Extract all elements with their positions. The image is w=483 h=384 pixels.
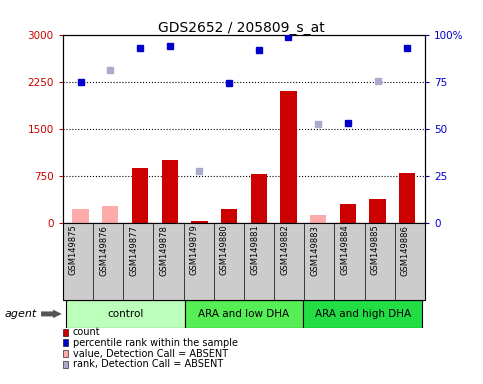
- Text: percentile rank within the sample: percentile rank within the sample: [73, 338, 238, 348]
- Bar: [251, 174, 267, 223]
- Bar: [221, 209, 237, 223]
- Text: GSM149875: GSM149875: [69, 225, 78, 275]
- Bar: [191, 221, 208, 223]
- Text: value, Detection Call = ABSENT: value, Detection Call = ABSENT: [73, 349, 228, 359]
- Bar: [340, 204, 356, 223]
- Text: agent: agent: [5, 309, 37, 319]
- Bar: [280, 91, 297, 223]
- Text: GSM149881: GSM149881: [250, 225, 259, 275]
- Text: control: control: [107, 309, 143, 319]
- Bar: [102, 206, 118, 223]
- Text: GDS2652 / 205809_s_at: GDS2652 / 205809_s_at: [158, 21, 325, 35]
- Text: count: count: [73, 327, 100, 337]
- Text: ARA and low DHA: ARA and low DHA: [199, 309, 289, 319]
- Text: GSM149878: GSM149878: [159, 225, 169, 275]
- Text: GSM149883: GSM149883: [311, 225, 319, 275]
- Text: rank, Detection Call = ABSENT: rank, Detection Call = ABSENT: [73, 359, 223, 369]
- Text: GSM149876: GSM149876: [99, 225, 108, 275]
- Bar: [310, 215, 327, 223]
- Bar: [161, 160, 178, 223]
- Bar: [66, 300, 185, 328]
- Text: GSM149886: GSM149886: [401, 225, 410, 275]
- Bar: [185, 300, 303, 328]
- Text: GSM149877: GSM149877: [129, 225, 138, 275]
- Text: GSM149882: GSM149882: [280, 225, 289, 275]
- Text: GSM149885: GSM149885: [371, 225, 380, 275]
- Text: ARA and high DHA: ARA and high DHA: [314, 309, 411, 319]
- Bar: [303, 300, 422, 328]
- Text: GSM149884: GSM149884: [341, 225, 350, 275]
- Text: GSM149879: GSM149879: [190, 225, 199, 275]
- Text: GSM149880: GSM149880: [220, 225, 229, 275]
- Bar: [132, 168, 148, 223]
- Bar: [399, 172, 415, 223]
- Bar: [369, 199, 386, 223]
- Bar: [72, 209, 89, 223]
